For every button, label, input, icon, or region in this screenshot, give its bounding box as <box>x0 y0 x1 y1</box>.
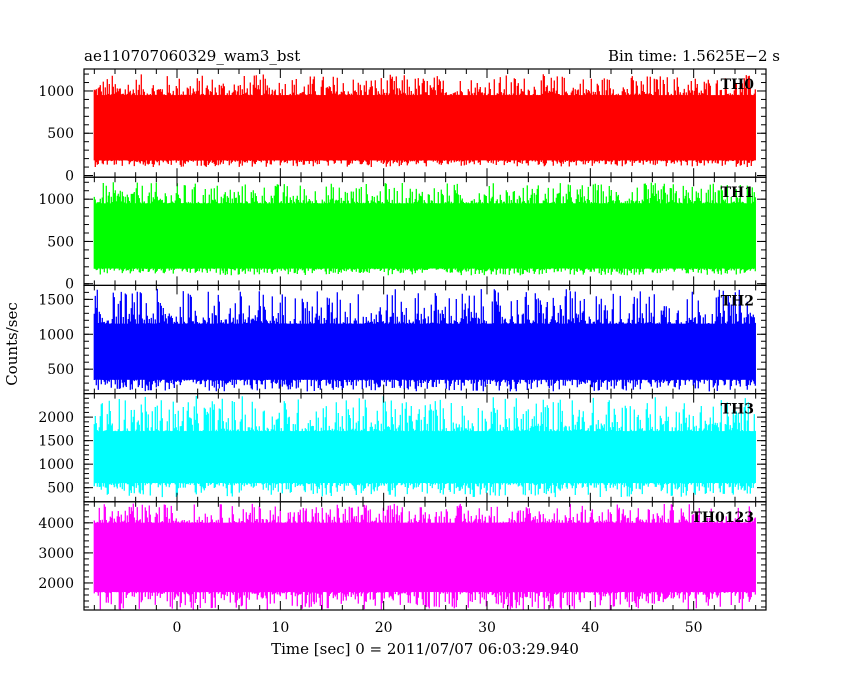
chart-title: ae110707060329_wam3_bst <box>84 47 300 65</box>
panel-label-TH1: TH1 <box>721 185 754 201</box>
y-tick-label-TH2-0: 500 <box>47 362 74 378</box>
x-tick-label-0: 0 <box>173 620 182 636</box>
panel-label-TH3: TH3 <box>721 402 754 418</box>
y-tick-label-TH1-1: 500 <box>47 234 74 250</box>
y-tick-label-TH3-0: 500 <box>47 481 74 497</box>
series-line-TH0 <box>93 74 756 167</box>
y-tick-label-TH1-0: 0 <box>65 277 74 293</box>
panel-label-TH0: TH0 <box>721 77 755 93</box>
y-tick-label-TH0-0: 0 <box>65 169 74 185</box>
series-line-TH3 <box>93 396 756 498</box>
series-line-TH1 <box>93 182 756 276</box>
y-tick-label-TH2-2: 1500 <box>38 292 74 308</box>
y-tick-label-TH0-2: 1000 <box>38 84 74 100</box>
y-tick-label-TH2-1: 1000 <box>38 327 74 343</box>
panel-label-TH2: TH2 <box>721 293 754 309</box>
y-tick-label-TH3-2: 1500 <box>38 434 74 450</box>
x-tick-label-20: 20 <box>375 620 393 636</box>
x-axis-label: Time [sec] 0 = 2011/07/07 06:03:29.940 <box>271 640 579 658</box>
y-axis-label: Counts/sec <box>3 302 21 386</box>
series-line-TH2 <box>93 288 756 392</box>
panel-label-TH0123: TH0123 <box>691 510 754 526</box>
y-tick-label-TH1-2: 1000 <box>38 192 74 208</box>
y-tick-label-TH0-1: 500 <box>47 126 74 142</box>
x-tick-label-10: 10 <box>271 620 289 636</box>
x-tick-label-40: 40 <box>581 620 599 636</box>
y-tick-label-TH3-1: 1000 <box>38 457 74 473</box>
x-tick-label-50: 50 <box>685 620 703 636</box>
y-tick-label-TH0123-0: 2000 <box>38 576 74 592</box>
y-tick-label-TH0123-1: 3000 <box>38 546 74 562</box>
y-tick-label-TH3-3: 2000 <box>38 410 74 426</box>
x-tick-label-30: 30 <box>478 620 496 636</box>
y-tick-label-TH0123-2: 4000 <box>38 516 74 532</box>
bin-time-label: Bin time: 1.5625E−2 s <box>608 47 780 65</box>
series-line-TH0123 <box>93 503 756 610</box>
